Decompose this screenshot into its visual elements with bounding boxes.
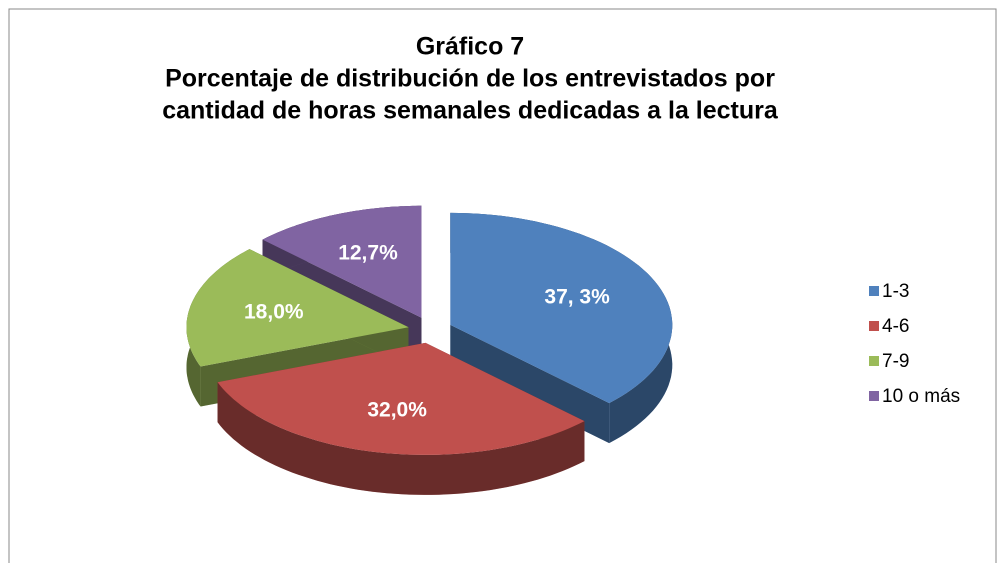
value-label: 32,0%	[367, 398, 427, 421]
legend-label: 7-9	[882, 351, 909, 372]
legend-label: 10 o más	[882, 386, 960, 407]
legend-swatch	[869, 391, 879, 401]
slice	[262, 205, 422, 318]
slice	[217, 342, 585, 455]
chart-title: Gráfico 7	[416, 33, 524, 61]
slice-side	[217, 382, 585, 495]
value-label: 18,0%	[244, 301, 304, 324]
slice	[186, 249, 409, 367]
value-label: 37, 3%	[544, 285, 610, 308]
legend-swatch	[869, 286, 879, 296]
legend-swatch	[869, 356, 879, 366]
legend-swatch	[869, 321, 879, 331]
legend-label: 1-3	[882, 281, 909, 302]
value-label: 12,7%	[338, 241, 398, 264]
legend-label: 4-6	[882, 316, 909, 337]
chart-title: Porcentaje de distribución de los entrev…	[165, 65, 775, 93]
slice-side-shade	[217, 382, 585, 495]
chart-title: cantidad de horas semanales dedicadas a …	[162, 97, 779, 125]
slice-side-shade	[450, 324, 610, 444]
slice-side	[450, 324, 610, 444]
slice	[450, 212, 673, 404]
